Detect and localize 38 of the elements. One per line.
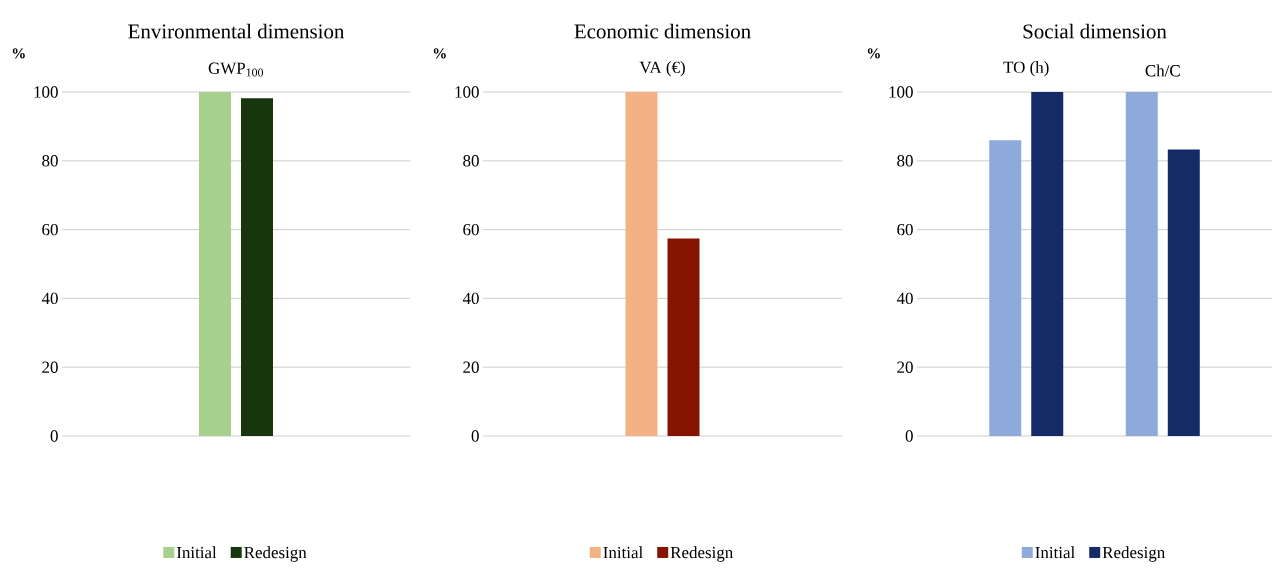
y-axis-title: % [867, 48, 880, 59]
y-tick-label: 60 [42, 223, 58, 236]
chart-title: Social dimension [1023, 23, 1167, 39]
y-tick-label: 40 [41, 292, 58, 305]
y-axis-title: % [433, 48, 446, 59]
legend-label: Redesign [244, 546, 307, 562]
y-tick-label: 20 [42, 361, 58, 373]
x-tick-label: TO (h) [1003, 61, 1049, 77]
chart-title: Environmental dimension [128, 23, 345, 39]
y-tick-label: 60 [897, 223, 913, 236]
y-tick-label: 0 [905, 430, 913, 442]
bar [1125, 92, 1158, 436]
y-tick-label: 80 [463, 155, 479, 167]
y-tick-label: 100 [889, 86, 913, 98]
x-tick-label: GWP$_{100}$ [208, 62, 264, 77]
legend-label: Redesign [670, 546, 733, 562]
legend-label: Initial [1035, 546, 1075, 559]
y-tick-label: 0 [471, 430, 479, 442]
y-tick-label: 40 [896, 292, 913, 305]
chart-title: Economic dimension [574, 23, 751, 39]
y-tick-label: 60 [463, 223, 479, 236]
y-tick-label: 100 [34, 86, 58, 98]
legend-label: Initial [603, 546, 643, 559]
y-tick-label: 100 [455, 86, 479, 98]
x-tick-label: Ch/C [1145, 64, 1180, 77]
legend-label: Initial [176, 546, 217, 559]
bar [1031, 92, 1064, 436]
y-tick-label: 20 [897, 361, 913, 373]
y-tick-label: 0 [50, 430, 58, 442]
bar [1167, 149, 1200, 436]
y-tick-label: 40 [462, 292, 479, 305]
y-tick-label: 80 [897, 155, 913, 167]
legend-label: Redesign [1102, 546, 1165, 562]
x-tick-label: VA (€) [639, 61, 685, 77]
y-axis-title: % [12, 48, 25, 59]
y-tick-label: 20 [463, 361, 479, 373]
bar [989, 140, 1022, 436]
y-tick-label: 80 [42, 155, 58, 167]
